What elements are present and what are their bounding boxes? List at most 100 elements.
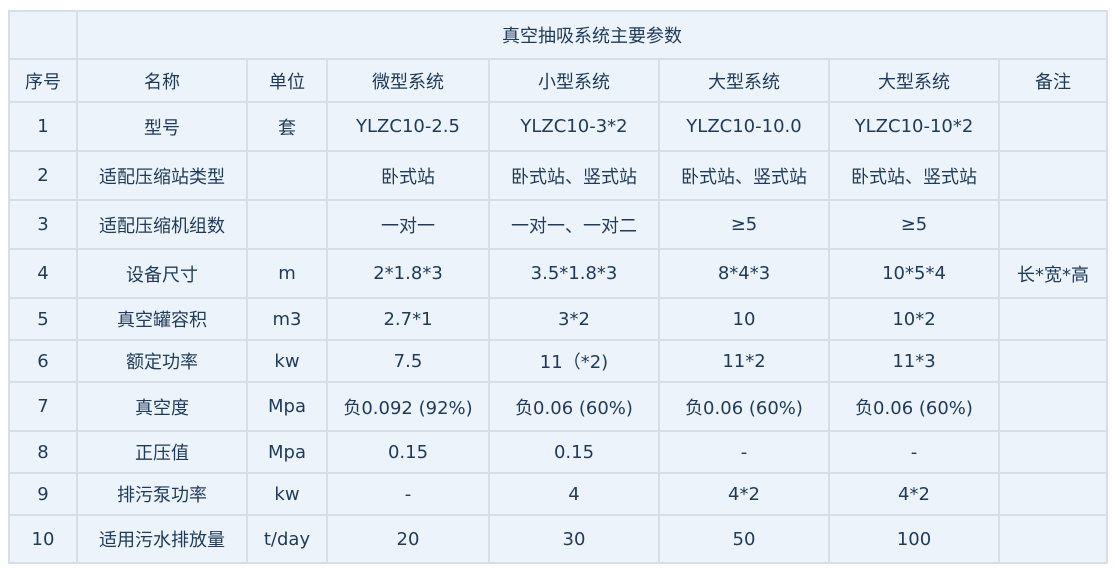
- table-cell: YLZC10-10.0: [658, 101, 830, 152]
- table-cell: 卧式站、竖式站: [658, 150, 830, 201]
- table-cell: 10*5*4: [828, 248, 1000, 299]
- table-cell: -: [828, 430, 1000, 474]
- column-header: 微型系统: [326, 58, 490, 103]
- table-cell: 4: [8, 248, 78, 299]
- column-header: 小型系统: [488, 58, 660, 103]
- table-title: 真空抽吸系统主要参数: [76, 10, 1108, 60]
- table-row: 8 正压值 Mpa 0.15 0.15- -: [8, 430, 1108, 474]
- table-row: 5 真空罐容积 m3 2.7*1 3*2 10 10*2: [8, 297, 1108, 341]
- table-cell: 4*2: [658, 472, 830, 516]
- table-cell: 10: [658, 297, 830, 341]
- table-cell: 10*2: [828, 297, 1000, 341]
- table-cell: ≥5: [658, 199, 830, 250]
- table-cell: [998, 199, 1108, 250]
- column-header: 名称: [76, 58, 248, 103]
- table-cell: 20: [326, 514, 490, 564]
- table-cell: 7.5: [326, 339, 490, 383]
- table-row: 2 适配压缩站类型 卧式站 卧式站、竖式站 卧式站、竖式站 卧式站、竖式站: [8, 150, 1108, 201]
- parameters-table: 真空抽吸系统主要参数 序号 名称 单位 微型系统 小型系统 大型系统 大型系统 备注 1 型号套…: [8, 10, 1108, 564]
- table-cell: 6: [8, 339, 78, 383]
- table-cell: [998, 472, 1108, 516]
- table-cell: 排污泵功率: [76, 472, 248, 516]
- table-cell: Mpa: [246, 381, 328, 432]
- table-cell: 型号: [76, 101, 248, 152]
- table-cell: 11*2: [658, 339, 830, 383]
- table-cell: 100: [828, 514, 1000, 564]
- table-cell: 一对一、一对二: [488, 199, 660, 250]
- table-cell: -: [658, 430, 830, 474]
- column-header: 备注: [998, 58, 1108, 103]
- table-cell: [998, 339, 1108, 383]
- table-cell: 套: [246, 101, 328, 152]
- table-cell: 2.7*1: [326, 297, 490, 341]
- table-cell: YLZC10-10*2: [828, 101, 1000, 152]
- table-cell: [998, 297, 1108, 341]
- table-cell: 负0.06 (60%): [658, 381, 830, 432]
- table-cell: 0.15: [488, 430, 660, 474]
- table-cell: 负0.092 (92%): [326, 381, 490, 432]
- table-cell: 9: [8, 472, 78, 516]
- table-cell: 2*1.8*3: [326, 248, 490, 299]
- table-cell: 30: [488, 514, 660, 564]
- table-cell: 适配压缩站类型: [76, 150, 248, 201]
- column-header: 大型系统: [658, 58, 830, 103]
- table-cell: 适用污水排放量: [76, 514, 248, 564]
- table-row: 4 设备尺寸 m 2*1.8*3 3.5*1.8*3 8*4*3 10*5*4 长*宽*高: [8, 248, 1108, 299]
- table-row: 3 适配压缩机组数 一对一 一对一、一对二 ≥5 ≥5: [8, 199, 1108, 250]
- table-cell: ≥5: [828, 199, 1000, 250]
- table-cell: [998, 430, 1108, 474]
- table-cell: 真空度: [76, 381, 248, 432]
- table-cell: 4: [488, 472, 660, 516]
- table-cell: 2: [8, 150, 78, 201]
- table-cell: 3*2: [488, 297, 660, 341]
- table-cell: 10: [8, 514, 78, 564]
- table-cell: 0.15: [326, 430, 490, 474]
- table-cell: 1: [8, 101, 78, 152]
- table-cell: 额定功率: [76, 339, 248, 383]
- table-cell: 3.5*1.8*3: [488, 248, 660, 299]
- table-row: 7 真空度 Mpa 负0.092 (92%) 负0.06 (60%) 负0.06 (60%…: [8, 381, 1108, 432]
- column-header: 序号: [8, 58, 78, 103]
- table-cell: 50: [658, 514, 830, 564]
- table-cell: 11（*2): [488, 339, 660, 383]
- table-cell: t/day: [246, 514, 328, 564]
- table-cell: YLZC10-3*2: [488, 101, 660, 152]
- table-cell: 一对一: [326, 199, 490, 250]
- table-row: 1 型号套 YLZC10-2.5 YLZC10-3*2 YLZC10-10.0 YLZC1…: [8, 101, 1108, 152]
- table-cell: 4*2: [828, 472, 1000, 516]
- table-row: 6 额定功率 kw 7.5 11（*2) 11*2 11*3: [8, 339, 1108, 383]
- table-cell: Mpa: [246, 430, 328, 474]
- table-cell: 正压值: [76, 430, 248, 474]
- table-cell: [246, 150, 328, 201]
- table-cell: 11*3: [828, 339, 1000, 383]
- table-row: 9 排污泵功率 kw -4 4*2 4*2: [8, 472, 1108, 516]
- table-cell: 适配压缩机组数: [76, 199, 248, 250]
- table-cell: 设备尺寸: [76, 248, 248, 299]
- table-cell: 8*4*3: [658, 248, 830, 299]
- column-header: 单位: [246, 58, 328, 103]
- table-cell: 3: [8, 199, 78, 250]
- table-cell: 负0.06 (60%): [488, 381, 660, 432]
- table-cell: [998, 150, 1108, 201]
- table-cell: 5: [8, 297, 78, 341]
- table-cell: m: [246, 248, 328, 299]
- table-cell: -: [326, 472, 490, 516]
- table-row: 10 适用污水排放量 t/day 20 30 50 100: [8, 514, 1108, 564]
- table-cell: [246, 199, 328, 250]
- title-row: 真空抽吸系统主要参数: [8, 10, 1108, 60]
- table-cell: 负0.06 (60%): [828, 381, 1000, 432]
- table-cell: m3: [246, 297, 328, 341]
- table-cell: 7: [8, 381, 78, 432]
- header-row: 序号 名称 单位 微型系统 小型系统 大型系统 大型系统 备注: [8, 58, 1108, 103]
- table-cell: [998, 514, 1108, 564]
- table-cell: 卧式站、竖式站: [488, 150, 660, 201]
- table-cell: kw: [246, 339, 328, 383]
- column-header: 大型系统: [828, 58, 1000, 103]
- table-cell: kw: [246, 472, 328, 516]
- table-cell: YLZC10-2.5: [326, 101, 490, 152]
- table-cell: 8: [8, 430, 78, 474]
- table-cell: 长*宽*高: [998, 248, 1108, 299]
- table-cell: 真空罐容积: [76, 297, 248, 341]
- table-cell: 卧式站: [326, 150, 490, 201]
- blank-cell: [8, 10, 78, 60]
